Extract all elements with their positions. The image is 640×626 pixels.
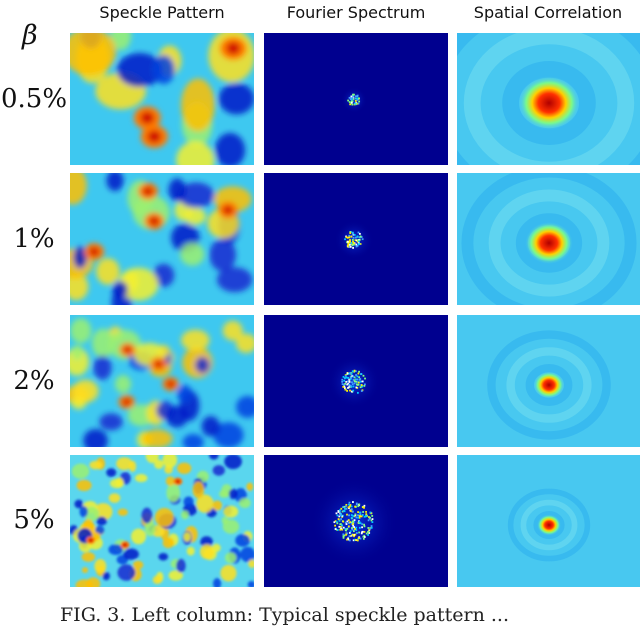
column-header-speckle-pattern: Speckle Pattern xyxy=(99,3,225,22)
fourier-spectrum-image-0-5-percent xyxy=(264,33,448,165)
spatial-correlation-image-0-5-percent xyxy=(457,33,640,165)
spatial-correlation-panel-5-percent xyxy=(457,455,640,587)
spatial-correlation-panel-0-5-percent xyxy=(457,33,640,165)
row-label-1-percent: 1% xyxy=(13,224,55,254)
fourier-spectrum-panel-1-percent xyxy=(264,173,448,305)
column-header-spatial-correlation: Spatial Correlation xyxy=(473,3,623,22)
row-label-5-percent: 5% xyxy=(13,505,55,535)
speckle-pattern-panel-2-percent xyxy=(70,315,254,447)
fourier-spectrum-image-5-percent xyxy=(264,455,448,587)
spatial-correlation-panel-2-percent xyxy=(457,315,640,447)
spatial-correlation-image-1-percent xyxy=(457,173,640,305)
speckle-pattern-image-1-percent xyxy=(70,173,254,305)
speckle-pattern-panel-0-5-percent xyxy=(70,33,254,165)
fourier-spectrum-panel-5-percent xyxy=(264,455,448,587)
speckle-pattern-panel-1-percent xyxy=(70,173,254,305)
speckle-pattern-image-0-5-percent xyxy=(70,33,254,165)
beta-symbol: β xyxy=(22,20,38,51)
speckle-pattern-panel-5-percent xyxy=(70,455,254,587)
spatial-correlation-image-2-percent xyxy=(457,315,640,447)
speckle-pattern-image-2-percent xyxy=(70,315,254,447)
spatial-correlation-image-5-percent xyxy=(457,455,640,587)
spatial-correlation-panel-1-percent xyxy=(457,173,640,305)
fourier-spectrum-panel-2-percent xyxy=(264,315,448,447)
row-label-0-5-percent: 0.5% xyxy=(0,84,68,114)
fourier-spectrum-panel-0-5-percent xyxy=(264,33,448,165)
figure-caption: FIG. 3. Left column: Typical speckle pat… xyxy=(60,604,509,626)
speckle-pattern-image-5-percent xyxy=(70,455,254,587)
fourier-spectrum-image-2-percent xyxy=(264,315,448,447)
fourier-spectrum-image-1-percent xyxy=(264,173,448,305)
row-label-2-percent: 2% xyxy=(13,366,55,396)
column-header-fourier-spectrum: Fourier Spectrum xyxy=(286,3,426,22)
